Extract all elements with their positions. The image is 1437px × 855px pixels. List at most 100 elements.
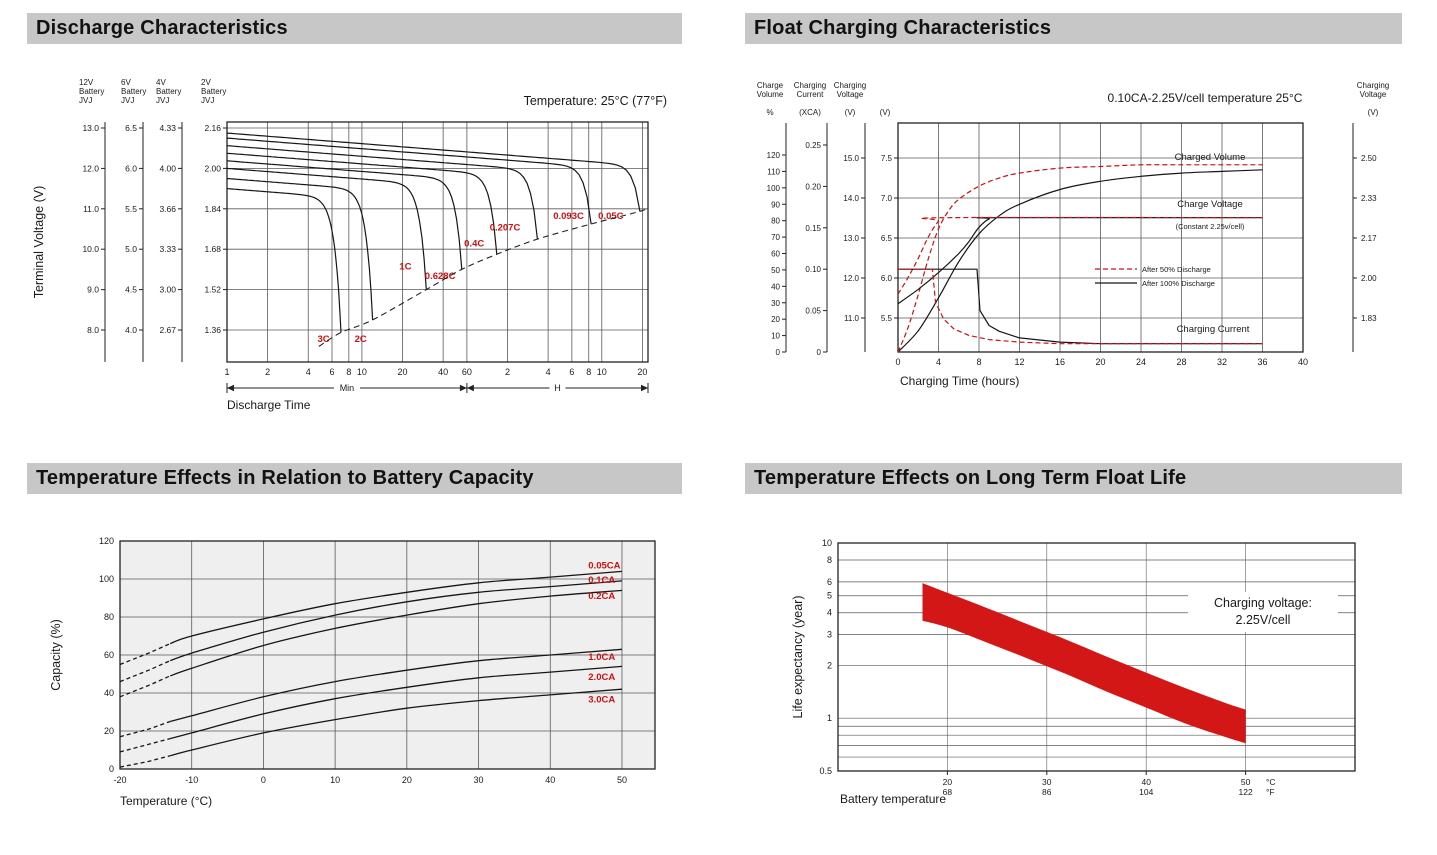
voltage-tick-label: 6.5 bbox=[125, 123, 137, 133]
scale-tick-label: 0 bbox=[817, 348, 822, 357]
voltage-tick-label: 3.66 bbox=[159, 204, 176, 214]
arrow-head-icon bbox=[641, 384, 648, 392]
voltage-scale-header: Battery bbox=[79, 87, 104, 96]
y-tick-label: 2 bbox=[827, 660, 832, 670]
voltage-scale-header: Battery bbox=[156, 87, 181, 96]
panel-float-charging-header: Float Charging Characteristics bbox=[745, 13, 1402, 44]
panel-float-charging-title: Float Charging Characteristics bbox=[754, 17, 1052, 39]
scale-tick-label: 20 bbox=[771, 315, 780, 324]
series-charging_current_50 bbox=[898, 268, 1263, 345]
x-tick-label: 10 bbox=[597, 367, 607, 377]
series-dashed-2.0CA bbox=[119, 737, 171, 753]
voltage-scale-header: 12V bbox=[79, 78, 94, 87]
scale-unit: (XCA) bbox=[799, 108, 821, 117]
x-tick-label: 30 bbox=[474, 775, 484, 785]
scale-tick-label: 0.10 bbox=[805, 265, 821, 274]
float-charging-plot: 0 4 8 12 16 20 24 28 32 36 40 Charging Time (hours)… bbox=[757, 81, 1390, 388]
series-dashed-3.0CA bbox=[119, 755, 171, 768]
voltage-tick-label: 1.36 bbox=[204, 325, 221, 335]
series-label-1.0CA: 1.0CA bbox=[588, 652, 615, 663]
x-tick-label: 50 bbox=[617, 775, 627, 785]
scale-tick-label: 6.5 bbox=[881, 234, 893, 243]
scale-header: Charging bbox=[794, 81, 826, 90]
series-0.2CA bbox=[169, 589, 623, 677]
panel-float-life-header: Temperature Effects on Long Term Float L… bbox=[745, 463, 1402, 494]
series-label-3C: 3C bbox=[318, 334, 330, 345]
series-label-0.2CA: 0.2CA bbox=[588, 591, 615, 602]
x-axis-label: Charging Time (hours) bbox=[900, 374, 1019, 388]
panel-temp-capacity-title: Temperature Effects in Relation to Batte… bbox=[36, 467, 534, 489]
x-tick-fahrenheit: 86 bbox=[1042, 787, 1052, 797]
plot-frame bbox=[837, 542, 1356, 772]
series-label-0.4C: 0.4C bbox=[464, 239, 484, 250]
scale-tick-label: 40 bbox=[771, 282, 780, 291]
voltage-tick-label: 6.0 bbox=[125, 163, 137, 173]
voltage-scale-header: 4V bbox=[156, 78, 166, 87]
y-axis-label: Capacity (%) bbox=[49, 619, 63, 691]
x-unit-fahrenheit: °F bbox=[1266, 787, 1275, 797]
series-label-0.05C: 0.05C bbox=[598, 211, 623, 222]
scale-tick-label: 7.0 bbox=[881, 194, 893, 203]
scale-tick-label: 0.20 bbox=[805, 182, 821, 191]
series-dashed-1.0CA bbox=[119, 720, 171, 738]
discharge-plot: 12VBatteryJVJ13.012.011.010.09.08.06VBat… bbox=[32, 78, 667, 412]
label-charged-volume: Charged Volume bbox=[1175, 152, 1246, 163]
scale-tick-label: 12.0 bbox=[843, 274, 859, 283]
series-0.093C bbox=[226, 137, 592, 224]
scale-tick-label: 2.33 bbox=[1361, 194, 1377, 203]
x-tick-label: 28 bbox=[1176, 357, 1186, 367]
series-label-0.1CA: 0.1CA bbox=[588, 575, 615, 586]
scale-unit: (V) bbox=[1368, 108, 1379, 117]
voltage-scale-header: Battery bbox=[121, 87, 146, 96]
range-label-bg bbox=[333, 382, 360, 394]
voltage-tick-label: 1.68 bbox=[204, 244, 221, 254]
scale-tick-label: 10 bbox=[771, 332, 780, 341]
voltage-tick-label: 3.33 bbox=[159, 244, 176, 254]
scale-header: Volume bbox=[757, 90, 784, 99]
series-3C bbox=[226, 188, 342, 333]
x-tick-celsius: 50 bbox=[1241, 777, 1251, 787]
scale-unit: (V) bbox=[845, 108, 856, 117]
panel-temp-capacity-header: Temperature Effects in Relation to Batte… bbox=[27, 463, 682, 494]
scale-tick-label: 13.0 bbox=[843, 234, 859, 243]
x-tick-label: 1 bbox=[224, 367, 229, 377]
scale-tick-label: 0 bbox=[776, 348, 781, 357]
scale-header: Voltage bbox=[1360, 90, 1387, 99]
x-tick-label: 60 bbox=[462, 367, 472, 377]
series-label-0.05CA: 0.05CA bbox=[588, 561, 620, 572]
x-tick-label: 20 bbox=[637, 367, 647, 377]
label-charge-voltage: Charge Voltage bbox=[1177, 199, 1243, 210]
x-tick-label: 4 bbox=[546, 367, 551, 377]
series-dashed-0.05CA bbox=[119, 643, 171, 666]
x-tick-label: 4 bbox=[306, 367, 311, 377]
scale-tick-label: 50 bbox=[771, 266, 780, 275]
series-charged_volume_50 bbox=[897, 164, 1263, 353]
y-tick-label: 5 bbox=[827, 591, 832, 601]
scale-header: Charge bbox=[757, 81, 784, 90]
scale-header: Charging bbox=[834, 81, 866, 90]
x-axis-label: Battery temperature bbox=[840, 792, 946, 806]
scale-tick-label: 2.50 bbox=[1361, 154, 1377, 163]
legend-label-50: After 50% Discharge bbox=[1142, 265, 1211, 274]
series-label-2C: 2C bbox=[355, 334, 367, 345]
y-tick-label: 1 bbox=[827, 713, 832, 723]
y-tick-label: 20 bbox=[104, 726, 114, 736]
scale-tick-label: 0.25 bbox=[805, 141, 821, 150]
float-charging-chart: 0 4 8 12 16 20 24 28 32 36 40 Charging Time (hours)… bbox=[757, 81, 1390, 388]
condition-note: 0.10CA-2.25V/cell temperature 25°C bbox=[1108, 91, 1303, 105]
scale-tick-label: 14.0 bbox=[843, 194, 859, 203]
series-2C bbox=[226, 177, 374, 320]
x-tick-fahrenheit: 122 bbox=[1239, 787, 1253, 797]
y-tick-label: 0.5 bbox=[819, 766, 832, 776]
voltage-scale-header: Battery bbox=[201, 87, 226, 96]
voltage-tick-label: 1.84 bbox=[204, 204, 221, 214]
y-tick-label: 10 bbox=[822, 538, 832, 548]
x-tick-label: 16 bbox=[1055, 357, 1065, 367]
voltage-tick-label: 4.00 bbox=[159, 163, 176, 173]
label-charge-voltage-sub: (Constant 2.25v/cell) bbox=[1176, 222, 1245, 231]
series-1.0CA bbox=[170, 648, 623, 723]
scale-tick-label: 60 bbox=[771, 250, 780, 259]
discharge-characteristics-chart: 12VBatteryJVJ13.012.011.010.09.08.06VBat… bbox=[32, 78, 667, 412]
voltage-scale-header: 6V bbox=[121, 78, 131, 87]
